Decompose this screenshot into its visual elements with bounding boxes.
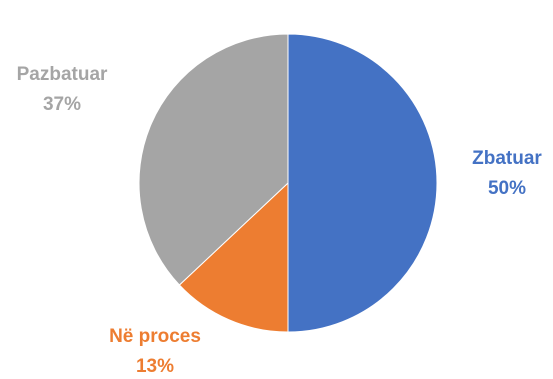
slice-category-label: Pazbatuar — [17, 64, 108, 85]
slice-percent-label: 13% — [136, 356, 174, 377]
pie-slice-2 — [178, 181, 289, 333]
slice-percent-label: 50% — [488, 178, 526, 199]
pie-slice-3 — [138, 33, 289, 286]
pie-labels: Zbatuar 50% Në proces 13% Pazbatuar 37% — [17, 64, 543, 377]
slice-percent-label: 37% — [43, 94, 81, 115]
slice-category-label: Në proces — [109, 326, 201, 347]
pie-slices — [138, 33, 438, 333]
pie-slice-1 — [287, 33, 438, 333]
slice-category-label: Zbatuar — [472, 148, 542, 169]
